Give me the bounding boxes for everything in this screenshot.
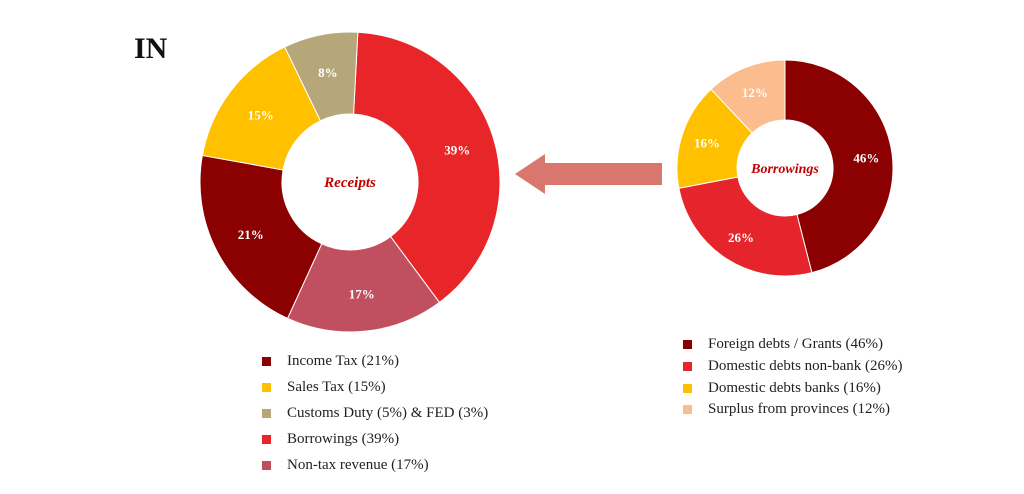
legend-item: Surplus from provinces (12%) <box>683 399 903 421</box>
legend-swatch <box>683 405 692 415</box>
donut-slice <box>784 59 894 274</box>
legend-swatch <box>262 408 271 418</box>
legend-label: Income Tax (21%) <box>287 352 399 369</box>
data-label: 46% <box>853 151 879 166</box>
donut-slice <box>678 176 813 277</box>
donut-slice <box>353 31 501 304</box>
legend-item: Borrowings (39%) <box>262 427 488 453</box>
donut-center-label: Receipts <box>323 175 376 191</box>
legend-item: Domestic debts banks (16%) <box>683 377 903 399</box>
legend-item: Foreign debts / Grants (46%) <box>683 334 903 356</box>
legend-label: Domestic debts banks (16%) <box>708 379 881 396</box>
legend-label: Borrowings (39%) <box>287 431 400 448</box>
legend-swatch <box>683 340 692 350</box>
legend-label: Customs Duty (5%) & FED (3%) <box>287 404 489 421</box>
data-label: 26% <box>728 230 754 245</box>
data-label: 12% <box>742 85 768 100</box>
legend-swatch <box>262 435 271 445</box>
legend-item: Sales Tax (15%) <box>262 374 488 400</box>
legend-label: Domestic debts non-bank (26%) <box>708 358 903 375</box>
donut-slice <box>199 154 323 320</box>
legend-swatch <box>262 356 271 366</box>
legend-swatch <box>262 382 271 392</box>
legend-swatch <box>683 383 692 393</box>
legend-item: Domestic debts non-bank (26%) <box>683 356 903 378</box>
legend-label: Surplus from provinces (12%) <box>708 401 891 418</box>
data-label: 21% <box>238 227 264 242</box>
data-label: 17% <box>349 286 375 301</box>
flow-arrow-icon <box>515 154 662 194</box>
legend-label: Sales Tax (15%) <box>287 378 386 395</box>
legend-label: Foreign debts / Grants (46%) <box>708 336 883 353</box>
receipts-legend: Income Tax (21%) Sales Tax (15%) Customs D… <box>262 348 488 479</box>
donut-slice <box>284 31 359 122</box>
data-label: 39% <box>444 143 470 158</box>
legend-item: Income Tax (21%) <box>262 348 488 374</box>
data-label: 15% <box>248 107 274 122</box>
section-title: IN <box>134 32 168 65</box>
data-label: 8% <box>318 65 338 80</box>
legend-swatch <box>262 461 271 471</box>
legend-item: Customs Duty (5%) & FED (3%) <box>262 400 488 426</box>
legend-label: Non-tax revenue (17%) <box>287 457 429 474</box>
legend-item: Non-tax revenue (17%) <box>262 453 488 479</box>
donut-slice <box>710 59 786 134</box>
legend-swatch <box>683 362 692 372</box>
donut-center-label: Borrowings <box>750 162 819 177</box>
borrowings-legend: Foreign debts / Grants (46%) Domestic deb… <box>683 334 903 421</box>
data-label: 16% <box>694 136 720 151</box>
donut-slice <box>286 235 441 333</box>
